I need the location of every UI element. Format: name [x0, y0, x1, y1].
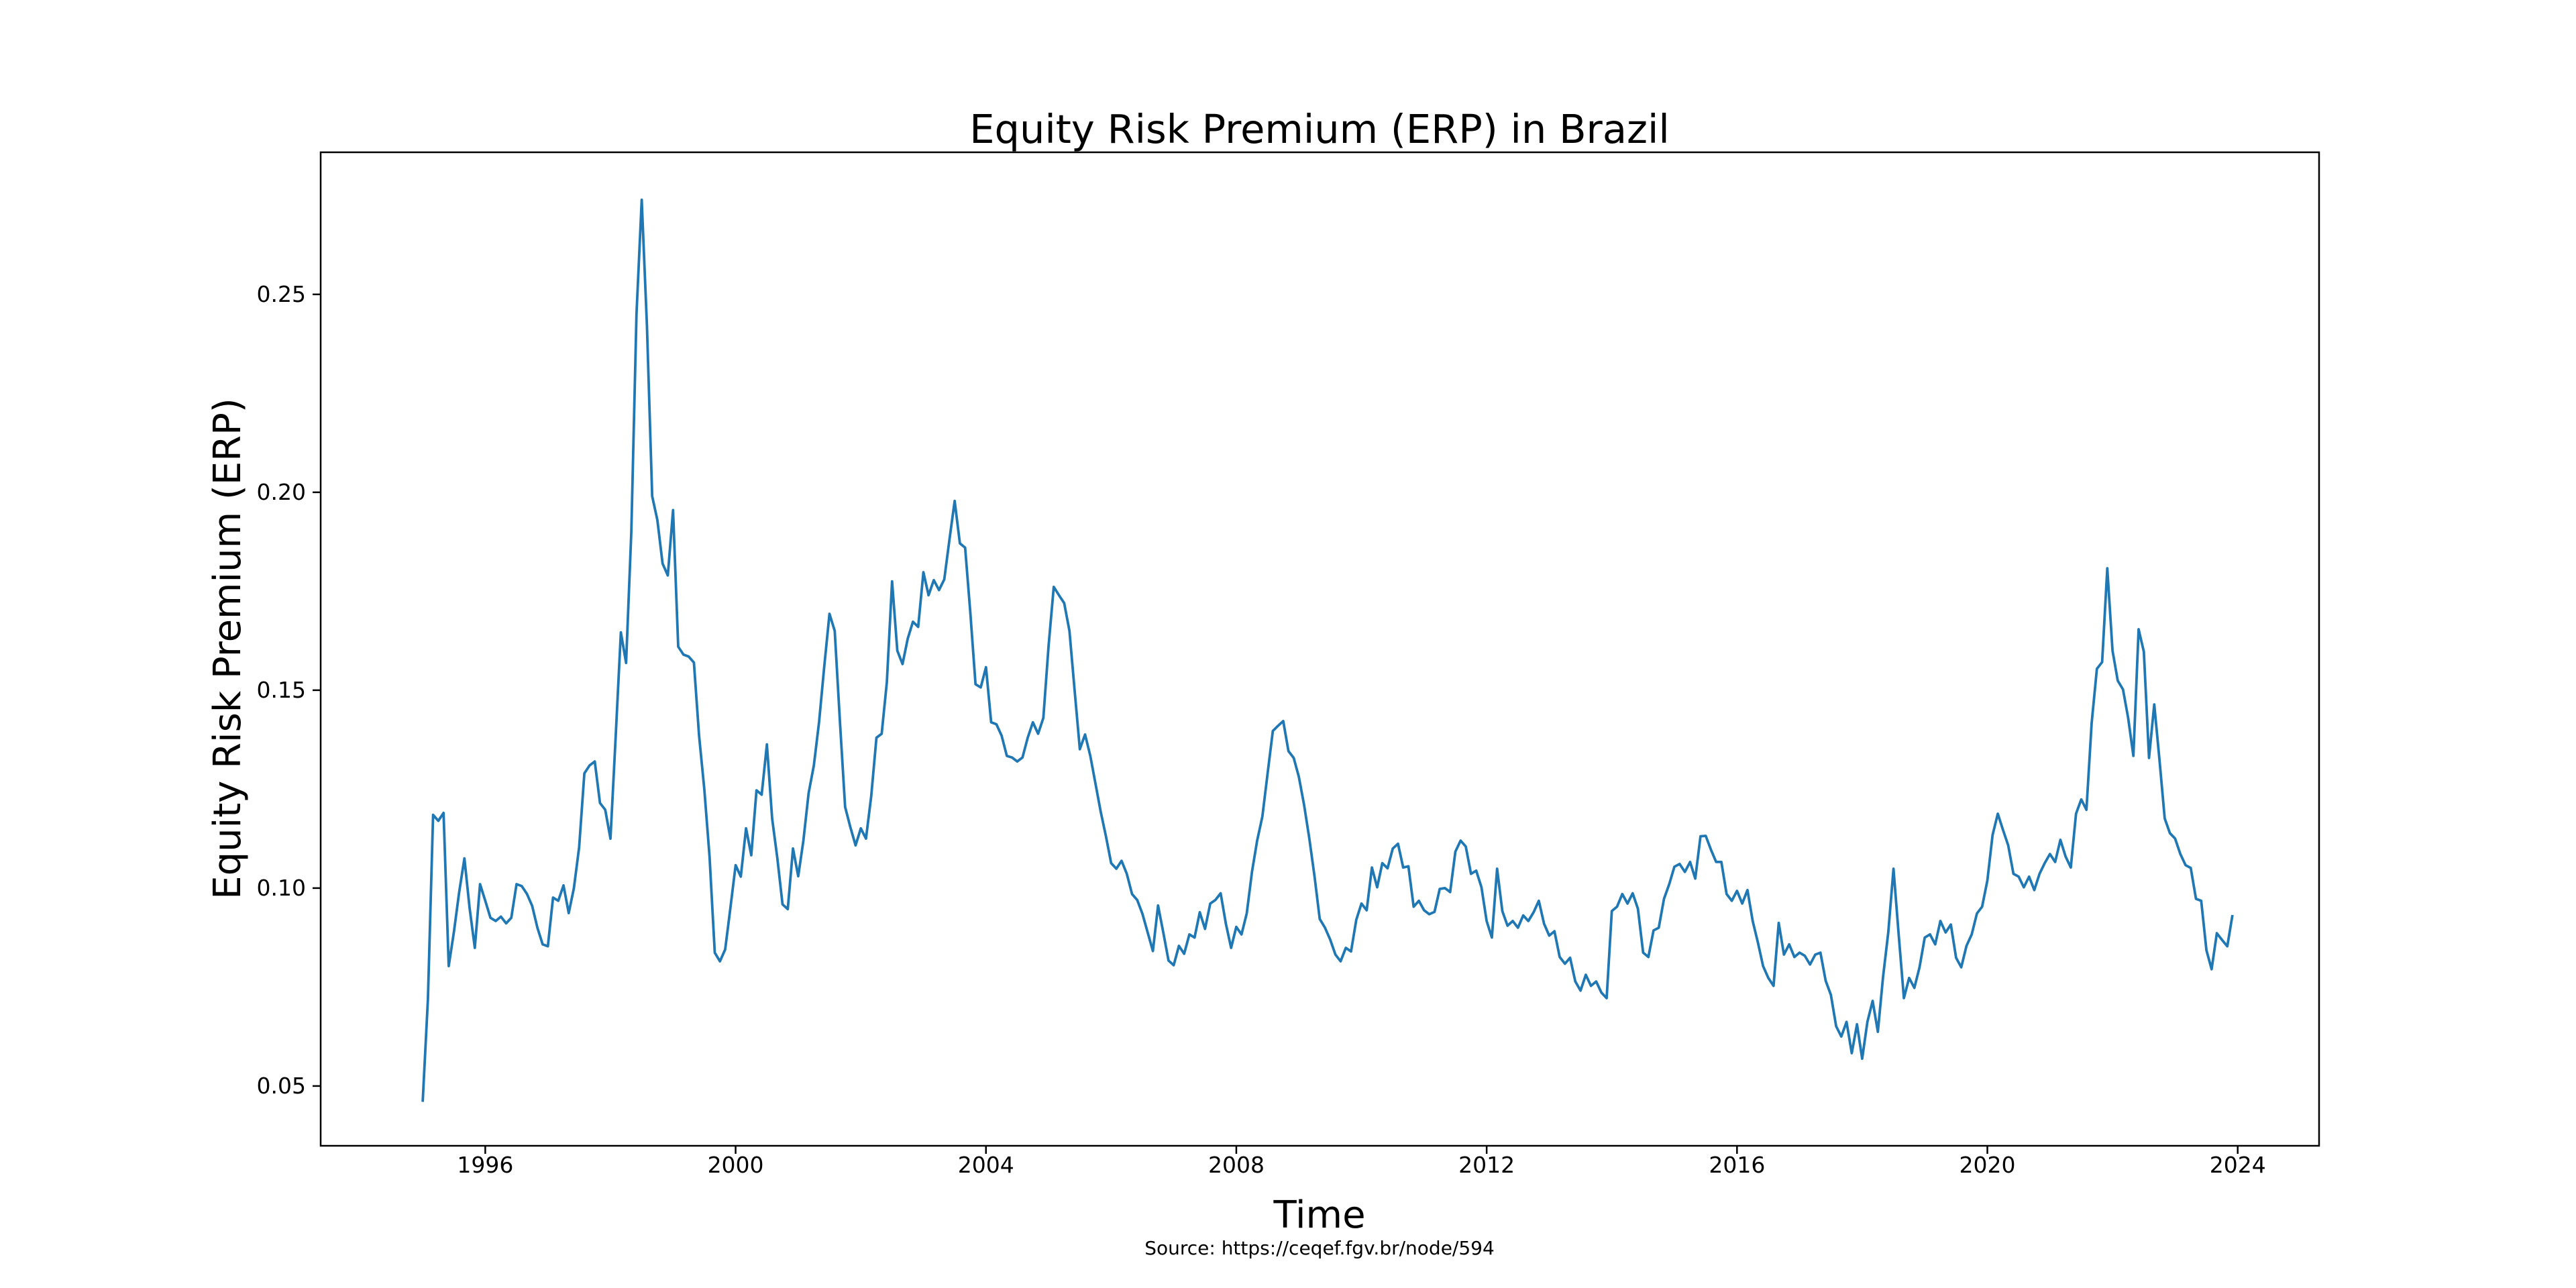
plot-border	[319, 151, 2320, 1147]
y-axis: 0.05 0.10 0.15 0.20 0.25	[257, 281, 321, 1099]
source-note: Source: https://ceqef.fgv.br/node/594	[1144, 1237, 1495, 1259]
y-tick-label: 0.25	[257, 281, 306, 307]
x-tick-label: 2004	[958, 1152, 1014, 1178]
y-tick-label: 0.10	[257, 875, 306, 901]
x-tick-label: 2016	[1709, 1152, 1765, 1178]
erp-series-line	[421, 198, 2234, 1102]
y-tick-label: 0.05	[257, 1073, 306, 1099]
x-axis-label: Time	[1273, 1193, 1365, 1237]
y-tick-label: 0.20	[257, 479, 306, 505]
chart-title: Equity Risk Premium (ERP) in Brazil	[969, 106, 1669, 152]
x-tick-label: 2000	[708, 1152, 764, 1178]
x-tick-label: 2020	[1960, 1152, 2016, 1178]
y-axis-label: Equity Risk Premium (ERP)	[206, 398, 250, 900]
x-tick-label: 2024	[2210, 1152, 2266, 1178]
x-axis: 1996 2000 2004 2008 2012 2016 2020 2024	[457, 1146, 2266, 1178]
x-tick-label: 2008	[1208, 1152, 1265, 1178]
x-tick-label: 1996	[457, 1152, 513, 1178]
x-tick-label: 2012	[1458, 1152, 1515, 1178]
y-tick-label: 0.15	[257, 677, 306, 703]
